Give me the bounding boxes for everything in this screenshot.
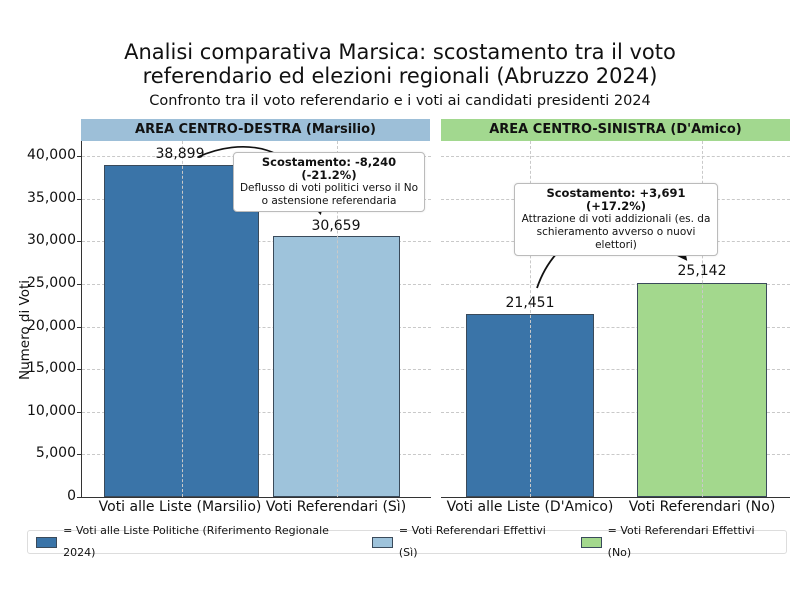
chart-title-line-2: referendario ed elezioni regionali (Abru… bbox=[142, 64, 658, 88]
legend-item-si: = Voti Referendari Effettivi (Sì) bbox=[371, 520, 561, 564]
grid-line bbox=[441, 156, 790, 157]
annotation-line: Attrazione di voti addizionali (es. da bbox=[521, 213, 711, 225]
annotation-line: o astensione referendaria bbox=[261, 195, 397, 207]
chart-title-line-1: Analisi comparativa Marsica: scostamento… bbox=[124, 40, 676, 64]
grid-line-vertical bbox=[336, 141, 338, 497]
x-label-referendari-no: Voti Referendari (No) bbox=[628, 499, 776, 515]
y-tick-label: 10,000 bbox=[27, 402, 76, 419]
y-tick-mark bbox=[77, 156, 81, 157]
y-tick-label: 25,000 bbox=[27, 274, 76, 291]
value-label-referendari-no: 25,142 bbox=[677, 263, 727, 279]
grid-line bbox=[441, 411, 790, 413]
legend-swatch bbox=[36, 536, 58, 548]
annotation-title: Scostamento: +3,691 (+17.2%) bbox=[546, 186, 686, 213]
value-label-liste-marsilio: 38,899 bbox=[155, 146, 205, 162]
panel-header-centro-sinistra: AREA CENTRO-SINISTRA (D'Amico) bbox=[441, 119, 790, 141]
grid-line-vertical bbox=[181, 141, 183, 497]
grid-line bbox=[441, 454, 790, 456]
y-tick-label: 20,000 bbox=[27, 317, 76, 334]
annotation-line: schieramento avverso o nuovi elettori) bbox=[536, 226, 696, 251]
x-label-referendari-si: Voti Referendari (Sì) bbox=[265, 499, 407, 515]
y-tick-mark bbox=[77, 198, 81, 200]
y-tick-label: 15,000 bbox=[27, 360, 76, 377]
grid-line bbox=[441, 369, 790, 371]
y-tick-mark bbox=[77, 369, 81, 371]
annotation-centro-sinistra: Scostamento: +3,691 (+17.2%) Attrazione … bbox=[514, 183, 718, 256]
y-tick-mark bbox=[77, 326, 81, 328]
x-label-liste-marsilio: Voti alle Liste (Marsilio) bbox=[98, 499, 262, 515]
y-tick-mark bbox=[77, 497, 81, 498]
y-tick-label: 5,000 bbox=[35, 445, 76, 462]
chart-subtitle: Confronto tra il voto referendario e i v… bbox=[149, 93, 651, 109]
y-tick-label: 35,000 bbox=[27, 189, 76, 206]
annotation-centro-destra: Scostamento: -8,240 (-21.2%) Deflusso di… bbox=[233, 152, 425, 212]
y-tick-label: 30,000 bbox=[27, 232, 76, 249]
legend-swatch bbox=[371, 536, 393, 548]
y-tick-mark bbox=[77, 411, 81, 413]
legend: = Voti alle Liste Politiche (Riferimento… bbox=[27, 524, 787, 559]
y-tick-mark bbox=[77, 241, 81, 243]
y-tick-label: 0 bbox=[67, 488, 76, 504]
value-label-referendari-si: 30,659 bbox=[311, 218, 361, 234]
legend-label: = Voti Referendari Effettivi (Sì) bbox=[398, 524, 546, 559]
annotation-title: Scostamento: -8,240 (-21.2%) bbox=[261, 155, 397, 182]
plot-centro-sinistra bbox=[441, 141, 790, 498]
plot-centro-destra bbox=[81, 141, 431, 498]
y-tick-label: 40,000 bbox=[27, 147, 76, 163]
grid-line-vertical bbox=[702, 141, 703, 497]
legend-item-liste: = Voti alle Liste Politiche (Riferimento… bbox=[36, 520, 352, 564]
panel-header-centro-destra: AREA CENTRO-DESTRA (Marsilio) bbox=[81, 119, 430, 141]
grid-line-vertical bbox=[530, 141, 531, 497]
legend-item-no: = Voti Referendari Effettivi (No) bbox=[580, 520, 774, 564]
legend-label: = Voti Referendari Effettivi (No) bbox=[607, 524, 755, 559]
annotation-line: Deflusso di voti politici verso il No bbox=[239, 182, 419, 194]
y-tick-mark bbox=[77, 283, 81, 285]
x-label-liste-damico: Voti alle Liste (D'Amico) bbox=[446, 499, 614, 515]
value-label-liste-damico: 21,451 bbox=[505, 295, 555, 311]
grid-line bbox=[441, 326, 790, 328]
legend-swatch bbox=[580, 536, 602, 548]
legend-label: = Voti alle Liste Politiche (Riferimento… bbox=[63, 524, 329, 559]
y-tick-mark bbox=[77, 454, 81, 456]
